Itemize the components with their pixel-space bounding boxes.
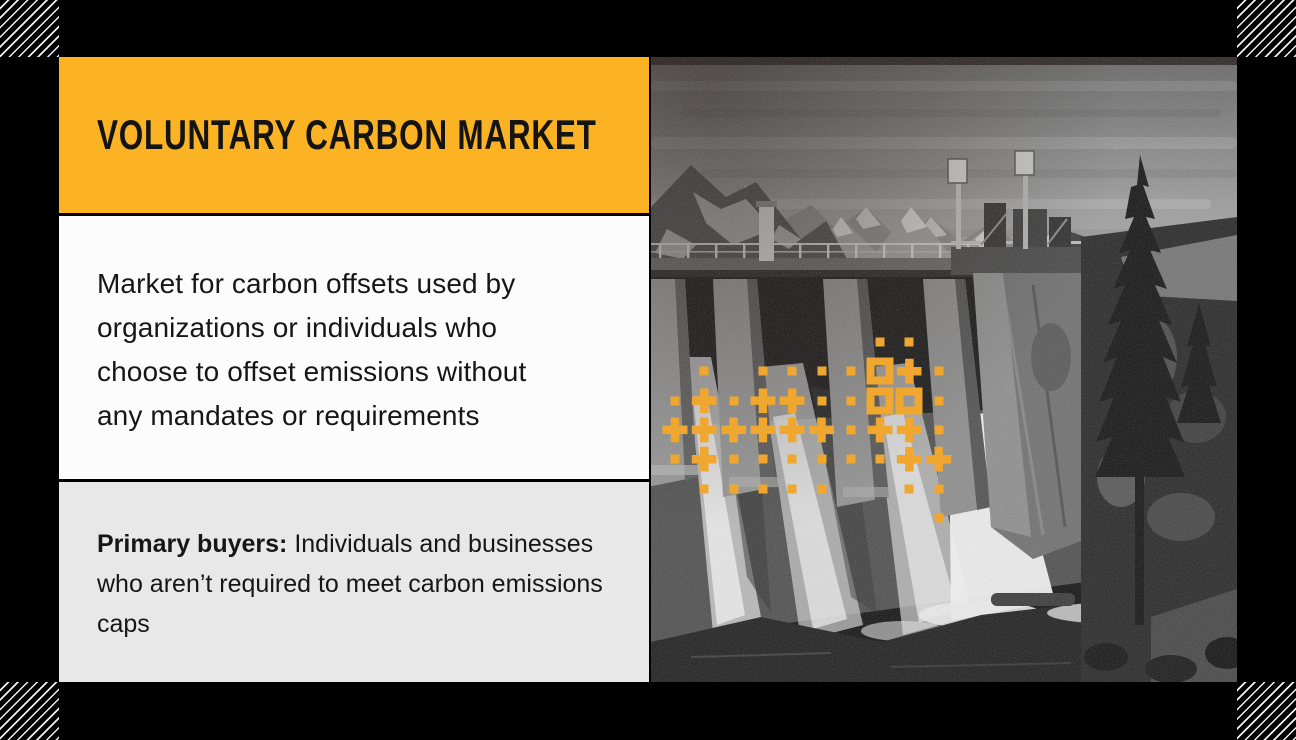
primary-buyers-text: Individuals and businesses who aren’t re… xyxy=(97,530,603,638)
page-title: VOLUNTARY CARBON MARKET xyxy=(97,111,597,158)
stripe-corner-bottom-left xyxy=(0,682,59,740)
block-divider xyxy=(59,213,649,216)
primary-buyers-label: Primary buyers: xyxy=(97,530,288,558)
stripe-corner-top-right xyxy=(1237,0,1296,57)
description-text: Market for carbon offsets used by organi… xyxy=(97,268,527,431)
stripe-corner-bottom-right xyxy=(1237,682,1296,740)
stripe-corner-top-left xyxy=(0,0,59,57)
text-column: VOLUNTARY CARBON MARKET Market for carbo… xyxy=(59,57,649,682)
primary-buyers-paragraph: Primary buyers: Individuals and business… xyxy=(97,524,612,644)
description-block: Market for carbon offsets used by organi… xyxy=(59,216,649,479)
primary-buyers-block: Primary buyers: Individuals and business… xyxy=(59,482,649,682)
block-divider xyxy=(59,479,649,482)
column-gap xyxy=(649,57,651,682)
dam-photo-illustration xyxy=(651,57,1237,682)
hydroelectric-dam-photo xyxy=(651,57,1237,682)
slide-content: VOLUNTARY CARBON MARKET Market for carbo… xyxy=(59,57,1237,682)
film-grain xyxy=(651,57,1237,682)
title-block: VOLUNTARY CARBON MARKET xyxy=(59,57,649,213)
